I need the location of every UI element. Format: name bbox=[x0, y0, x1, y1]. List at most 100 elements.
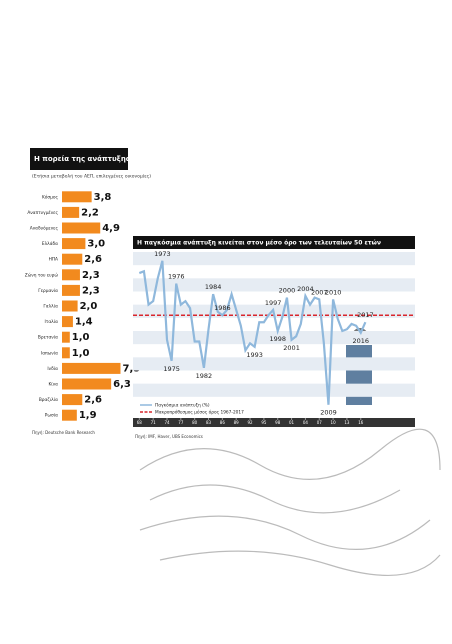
x-tick-label: 95 bbox=[261, 420, 267, 425]
x-tick-label: 86 bbox=[220, 420, 226, 425]
x-tick-label: 92 bbox=[247, 420, 253, 425]
bar bbox=[62, 331, 70, 343]
value-label: 6,3 bbox=[113, 379, 131, 390]
value-label: 1,4 bbox=[75, 317, 93, 328]
bar bbox=[62, 316, 73, 328]
year-annotation: 2010 bbox=[325, 288, 342, 296]
x-axis-strip bbox=[133, 418, 415, 427]
value-label: 3,8 bbox=[94, 192, 112, 203]
bar-subtitle: (Ετήσια μεταβολή του ΑΕΠ, επιλεγμένες οι… bbox=[32, 173, 151, 180]
year-annotation: 1998 bbox=[269, 335, 286, 343]
title-box bbox=[133, 236, 415, 249]
bar bbox=[62, 347, 70, 359]
bar bbox=[62, 362, 121, 374]
year-annotation: 1997 bbox=[265, 299, 282, 307]
sketch bbox=[139, 428, 441, 481]
decor bbox=[139, 428, 441, 577]
x-tick-label: 83 bbox=[206, 420, 212, 425]
year-annotation: 2000 bbox=[279, 287, 296, 295]
value-label: 1,0 bbox=[72, 332, 90, 343]
band bbox=[133, 383, 415, 397]
category-label: Αναδυόμενες bbox=[30, 225, 59, 232]
year-annotation: 1975 bbox=[163, 365, 180, 373]
bar-source: Πηγή: Deutsche Bank Research bbox=[32, 430, 95, 435]
year-annotation: 1982 bbox=[196, 372, 213, 380]
value-label: 7,5 bbox=[123, 363, 141, 374]
category-label: Βρετανία bbox=[38, 334, 58, 341]
year-annotation: 2004 bbox=[297, 285, 314, 293]
x-tick-label: 16 bbox=[358, 420, 364, 425]
category-label: Ελλάδα bbox=[42, 240, 58, 247]
value-label: 2,3 bbox=[82, 270, 100, 281]
bar bbox=[62, 191, 92, 203]
category-label: Βραζιλία bbox=[39, 396, 58, 403]
value-label: 2,3 bbox=[82, 285, 100, 296]
bar bbox=[62, 409, 77, 421]
category-label: Ζώνη του ευρώ bbox=[25, 271, 59, 278]
year-annotation: 1993 bbox=[246, 351, 263, 359]
bar bbox=[62, 394, 83, 406]
bar bbox=[62, 222, 101, 234]
x-tick-label: 89 bbox=[234, 420, 240, 425]
category-label: Ιαπωνία bbox=[41, 349, 58, 356]
x-tick-label: 07 bbox=[317, 420, 323, 425]
year-annotation: 1976 bbox=[168, 273, 185, 281]
bar-title: Η πορεία της ανάπτυξης το 2018 bbox=[34, 155, 164, 163]
value-label: 2,6 bbox=[84, 254, 102, 265]
sketch bbox=[139, 515, 431, 550]
line-source: Πηγή: IMF, Haver, UBS Economics bbox=[135, 434, 203, 439]
year-annotation: 2017 bbox=[357, 311, 374, 319]
x-tick-label: 71 bbox=[151, 420, 157, 425]
category-label: ΗΠΑ bbox=[49, 257, 58, 263]
sketch bbox=[149, 484, 401, 514]
category-label: Κίνα bbox=[48, 381, 58, 388]
bar bbox=[62, 238, 86, 250]
bar bbox=[62, 284, 80, 296]
value-label: 1,9 bbox=[79, 410, 97, 421]
bar bbox=[62, 206, 80, 218]
band bbox=[133, 278, 415, 292]
year-annotation: 2016 bbox=[352, 337, 369, 345]
legend-label: Μακροπρόθεσμος μέσος όρος 1967-2017 bbox=[155, 409, 244, 416]
category-label: Ινδία bbox=[47, 365, 58, 372]
year-annotation: 1973 bbox=[154, 250, 171, 258]
year-annotation: 1986 bbox=[214, 304, 231, 312]
growth-line bbox=[138, 260, 367, 405]
title-box bbox=[30, 148, 128, 170]
value-label: 2,2 bbox=[81, 207, 99, 218]
value-label: 4,9 bbox=[102, 223, 120, 234]
x-tick-label: 74 bbox=[164, 420, 170, 425]
line-title: Η παγκόσμια ανάπτυξη κινείται στον μέσο … bbox=[137, 240, 381, 247]
x-tick-label: 13 bbox=[344, 420, 350, 425]
value-label: 1,0 bbox=[72, 348, 90, 359]
bar bbox=[62, 269, 80, 281]
value-label: 3,0 bbox=[87, 239, 105, 250]
x-tick-label: 68 bbox=[137, 420, 143, 425]
category-label: Γερμανία bbox=[38, 287, 58, 294]
sketch bbox=[159, 550, 441, 577]
year-annotation: 2007 bbox=[311, 288, 328, 296]
x-tick-label: 98 bbox=[275, 420, 281, 425]
band bbox=[133, 252, 415, 266]
x-tick-label: 80 bbox=[192, 420, 198, 425]
year-annotation: 1984 bbox=[205, 283, 222, 291]
category-label: Ιταλία bbox=[44, 318, 58, 325]
category-label: Αναπτυγμένες bbox=[27, 209, 58, 216]
x-tick-label: 01 bbox=[289, 420, 295, 425]
year-annotation: 2001 bbox=[283, 344, 300, 352]
bar bbox=[62, 253, 83, 265]
value-label: 2,0 bbox=[80, 301, 98, 312]
value-label: 2,6 bbox=[84, 395, 102, 406]
category-label: Κόσμος bbox=[42, 193, 59, 200]
bar bbox=[62, 300, 78, 312]
band bbox=[133, 331, 415, 345]
legend-label: Παγκόσμια ανάπτυξη (%) bbox=[155, 402, 210, 409]
x-tick-label: 04 bbox=[303, 420, 309, 425]
bar bbox=[62, 378, 112, 390]
category-label: Ρωσία bbox=[45, 412, 58, 419]
year-annotation: 2009 bbox=[320, 409, 337, 417]
category-label: Γαλλία bbox=[43, 303, 58, 310]
x-tick-label: 10 bbox=[331, 420, 337, 425]
x-tick-label: 77 bbox=[178, 420, 184, 425]
